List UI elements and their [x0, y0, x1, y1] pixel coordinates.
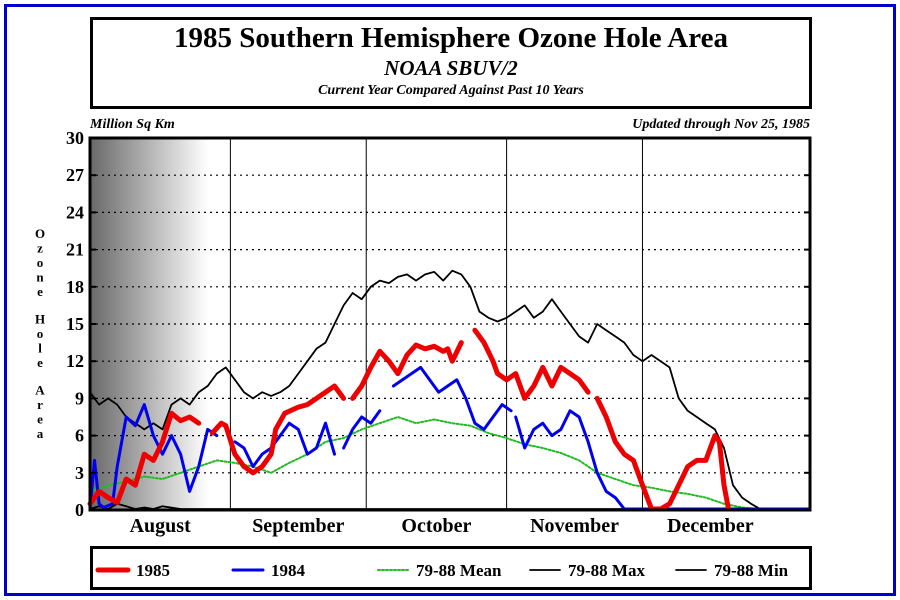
y-tick-label: 24: [66, 202, 84, 222]
y-axis-label-letter: r: [37, 397, 43, 412]
legend-entry: 1984: [271, 561, 306, 580]
x-month-label: August: [130, 515, 191, 537]
y-axis-label-letter: z: [37, 241, 43, 256]
chart-frame: [4, 4, 896, 596]
updated-label: Updated through Nov 25, 1985: [632, 117, 810, 132]
y-axis-label-letter: H: [35, 312, 45, 327]
y-axis: 0 3 6 9 12 15 18 21 24 27 30: [66, 128, 810, 520]
legend-entry: 79-88 Min: [714, 561, 789, 580]
series-line-1985: [87, 410, 202, 507]
legend: 1985 1984 79-88 Mean 79-88 Max 79-88 Min: [95, 561, 789, 580]
title-box: 1985 Southern Hemisphere Ozone Hole Area…: [90, 17, 812, 109]
legend-entry: 79-88 Max: [568, 561, 645, 580]
x-month-label: October: [401, 515, 471, 537]
series-line-1985: [594, 395, 731, 512]
y-tick-label: 12: [66, 351, 84, 371]
series-line-1984: [233, 421, 336, 469]
y-tick-label: 15: [66, 314, 84, 334]
y-axis-label-letter: o: [37, 255, 44, 270]
y-tick-label: 27: [66, 165, 84, 185]
series-line-79-88-max: [89, 269, 811, 510]
x-month-label: November: [530, 515, 619, 537]
y-axis-label-letter: e: [37, 284, 43, 299]
chart-subsubtitle: Current Year Compared Against Past 10 Ye…: [318, 83, 584, 98]
y-axis-label-letter: A: [35, 383, 45, 398]
y-axis-label-letter: n: [36, 270, 44, 285]
y-tick-label: 6: [75, 426, 84, 446]
y-axis-label-letter: a: [37, 426, 44, 441]
series-line-1984: [514, 409, 626, 511]
x-month-label: September: [252, 515, 344, 537]
y-axis-label-letter: o: [37, 326, 44, 341]
y-tick-label: 21: [66, 240, 84, 260]
y-axis-label-letter: e: [37, 355, 43, 370]
series-line-79-88-mean: [89, 416, 811, 510]
y-tick-label: 0: [75, 500, 84, 520]
series-line-1985: [472, 327, 591, 401]
x-month-label: December: [667, 515, 754, 537]
y-axis-label-letter: e: [37, 412, 43, 427]
plot-shading: [91, 139, 208, 509]
series-line-1985: [350, 340, 464, 401]
chart-subtitle: NOAA SBUV/2: [384, 56, 518, 80]
y-tick-label: 30: [66, 128, 84, 148]
y-tick-label: 18: [66, 277, 84, 297]
series-line-1984: [391, 365, 513, 431]
chart-title: 1985 Southern Hemisphere Ozone Hole Area: [174, 22, 728, 54]
series-line-1984: [88, 403, 219, 511]
series-line-1985: [209, 383, 347, 476]
units-label: Million Sq Km: [90, 117, 175, 132]
x-axis: August September October November December: [130, 515, 754, 537]
y-tick-label: 3: [75, 463, 84, 483]
series-line-1984: [342, 409, 382, 450]
y-axis-label-letter: l: [38, 341, 42, 356]
legend-box: [90, 546, 812, 590]
y-axis-label-letter: O: [35, 226, 45, 241]
y-tick-label: 9: [75, 388, 84, 408]
legend-entry: 79-88 Mean: [416, 561, 502, 580]
legend-entry: 1985: [136, 561, 170, 580]
